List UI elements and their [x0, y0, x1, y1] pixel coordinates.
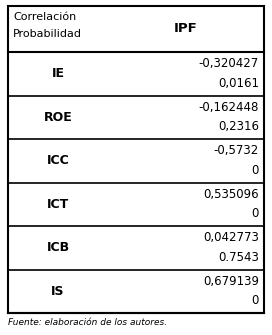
Text: 0,042773: 0,042773 — [203, 231, 259, 244]
Text: 0.7543: 0.7543 — [218, 251, 259, 264]
Text: IPF: IPF — [174, 22, 198, 36]
Text: IS: IS — [51, 285, 65, 298]
Text: 0: 0 — [252, 207, 259, 220]
Text: ROE: ROE — [44, 111, 72, 124]
Text: 0,679139: 0,679139 — [203, 275, 259, 288]
Text: Fuente: elaboración de los autores.: Fuente: elaboración de los autores. — [8, 318, 167, 327]
Text: -0,162448: -0,162448 — [199, 101, 259, 114]
Text: 0: 0 — [252, 294, 259, 307]
Text: IE: IE — [51, 67, 64, 80]
Text: 0,2316: 0,2316 — [218, 120, 259, 133]
Text: 0: 0 — [252, 164, 259, 177]
Text: -0,320427: -0,320427 — [199, 57, 259, 70]
Text: -0,5732: -0,5732 — [214, 144, 259, 157]
Text: ICT: ICT — [47, 198, 69, 211]
Text: ICB: ICB — [47, 241, 70, 254]
Text: Correlación: Correlación — [13, 12, 76, 22]
Text: ICC: ICC — [47, 154, 69, 167]
Text: 0,0161: 0,0161 — [218, 77, 259, 90]
Text: 0,535096: 0,535096 — [203, 188, 259, 201]
Text: Probabilidad: Probabilidad — [13, 29, 82, 39]
